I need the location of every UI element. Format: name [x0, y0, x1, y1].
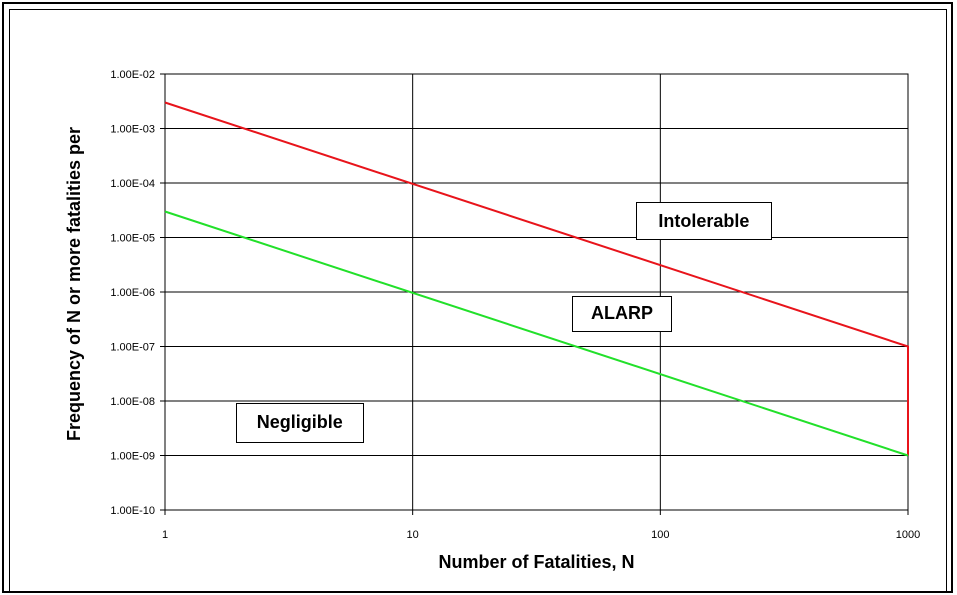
y-tick-label: 1.00E-08: [110, 396, 155, 408]
y-tick-label: 1.00E-05: [110, 233, 155, 245]
chart-frame-inner: [9, 9, 947, 591]
region-label-negligible: Negligible: [235, 402, 364, 443]
region-label-intolerable: Intolerable: [635, 202, 772, 241]
x-tick-label: 1000: [896, 529, 920, 541]
region-label-alarp: ALARP: [571, 295, 672, 332]
series-line-0: [164, 101, 909, 456]
y-tick-label: 1.00E-02: [110, 69, 155, 81]
y-axis-title: Frequency of N or more fatalities per: [64, 127, 84, 441]
y-tick-label: 1.00E-07: [110, 342, 155, 354]
x-tick-labels: 1 10 100 1000: [162, 529, 920, 541]
y-tick-label: 1.00E-04: [110, 178, 155, 190]
y-tick-labels: 1.00E-10 1.00E-09 1.00E-08 1.00E-07 1.00E-06…: [110, 69, 155, 517]
plot-area-border: [164, 73, 909, 511]
x-tick-label: 1: [162, 529, 168, 541]
x-axis-title: Number of Fatalities, N: [438, 552, 634, 572]
grid-lines: [160, 73, 909, 515]
x-tick-label: 10: [407, 529, 419, 541]
x-tick-label: 100: [651, 529, 669, 541]
y-tick-label: 1.00E-06: [110, 287, 155, 299]
y-tick-label: 1.00E-09: [110, 451, 155, 463]
series-layer: [164, 101, 909, 457]
y-tick-label: 1.00E-10: [110, 505, 155, 517]
y-tick-label: 1.00E-03: [110, 124, 155, 136]
series-line-1: [164, 210, 909, 457]
